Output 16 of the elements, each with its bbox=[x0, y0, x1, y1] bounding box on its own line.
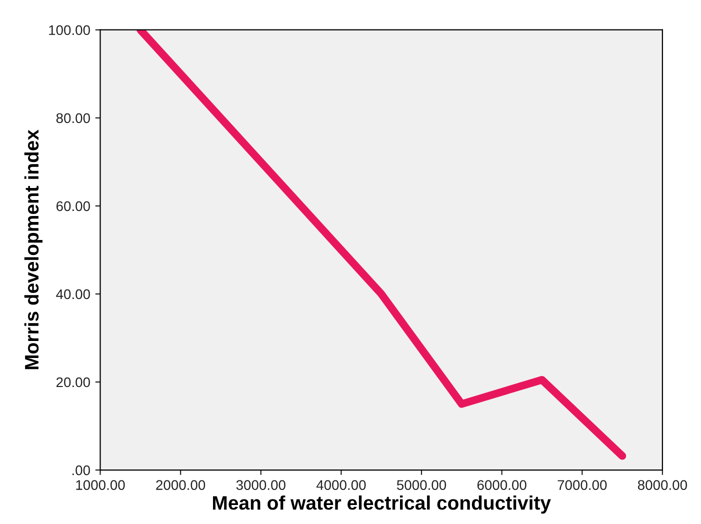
y-axis-title: Morris development index bbox=[24, 130, 42, 370]
y-tick-label: 80.00 bbox=[56, 113, 90, 124]
x-tick-label: 3000.00 bbox=[236, 480, 286, 490]
x-tick-label: 2000.00 bbox=[156, 480, 206, 490]
x-tick-label: 1000.00 bbox=[76, 480, 125, 490]
x-tick-label: 4000.00 bbox=[316, 480, 366, 490]
y-tick-label: 20.00 bbox=[56, 377, 90, 388]
x-axis-title: Mean of water electrical conductivity bbox=[213, 495, 551, 514]
x-tick-label: 8000.00 bbox=[638, 480, 688, 490]
x-tick-label: 5000.00 bbox=[396, 480, 446, 490]
y-tick-label: .00 bbox=[72, 465, 90, 476]
y-tick-label: 60.00 bbox=[56, 201, 90, 212]
x-tick-label: 6000.00 bbox=[477, 480, 526, 490]
y-tick-label: 100.00 bbox=[49, 25, 90, 36]
x-tick-label: 7000.00 bbox=[558, 480, 607, 490]
y-tick-label: 40.00 bbox=[56, 289, 90, 300]
